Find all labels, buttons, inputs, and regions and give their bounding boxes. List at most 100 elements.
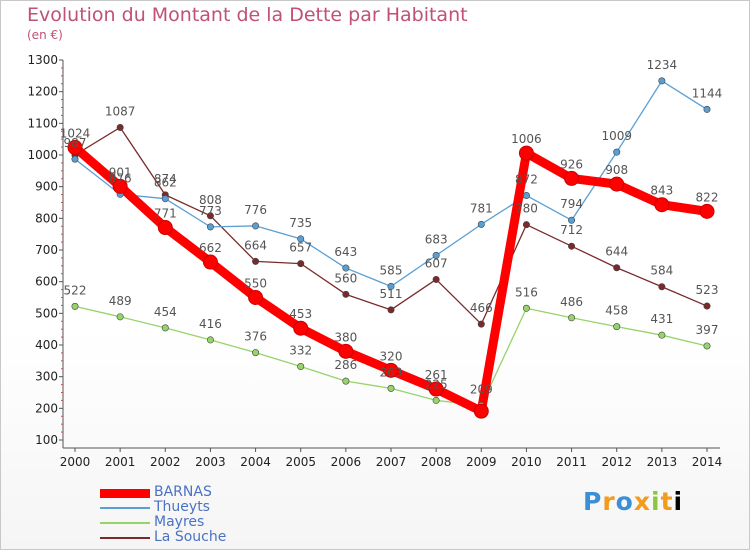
data-label-la-souche: 780 — [515, 202, 538, 216]
data-label-barnas: 1006 — [511, 132, 542, 146]
x-tick-label: 2002 — [150, 455, 181, 469]
data-label-la-souche: 466 — [470, 301, 493, 315]
data-label-thueyts: 987 — [64, 136, 87, 150]
point-thueyts — [342, 264, 350, 272]
data-label-thueyts: 776 — [244, 203, 267, 217]
y-tick-label: 1200 — [27, 85, 58, 99]
data-label-mayres: 522 — [64, 283, 87, 297]
data-label-la-souche: 560 — [334, 271, 357, 285]
x-tick-label: 2007 — [376, 455, 407, 469]
point-thueyts — [477, 220, 485, 228]
x-tick-label: 2011 — [556, 455, 587, 469]
legend-swatch — [100, 522, 150, 524]
data-label-barnas: 261 — [425, 368, 448, 382]
point-mayres — [432, 396, 440, 404]
point-thueyts — [658, 77, 666, 85]
point-la-souche — [658, 283, 666, 291]
point-thueyts — [613, 148, 621, 156]
data-label-la-souche: 511 — [380, 287, 403, 301]
data-label-barnas: 320 — [380, 349, 403, 363]
legend-item-barnas: BARNAS — [100, 484, 300, 500]
series-data-labels: 1024 901 771 662 550 453 380 320 261 1006 926 908 84… — [60, 58, 723, 397]
y-tick-label: 1000 — [27, 148, 58, 162]
point-la-souche — [297, 260, 305, 268]
point-la-souche — [477, 320, 485, 328]
x-tick-label: 2000 — [60, 455, 91, 469]
data-label-thueyts: 872 — [515, 173, 538, 187]
data-label-barnas: 908 — [605, 163, 628, 177]
x-tick-label: 2013 — [647, 455, 678, 469]
point-barnas — [202, 254, 218, 270]
legend-item-thueyts: Thueyts — [100, 499, 300, 515]
data-label-barnas: 662 — [199, 241, 222, 255]
y-tick-label: 500 — [35, 306, 58, 320]
legend-swatch — [100, 507, 150, 509]
data-label-la-souche: 607 — [425, 256, 448, 270]
data-label-la-souche: 874 — [154, 172, 177, 186]
point-la-souche — [252, 257, 260, 265]
chart-axes: 1002003004005006007008009001000110012001… — [27, 53, 722, 469]
data-label-mayres: 454 — [154, 305, 177, 319]
x-tick-label: 2001 — [105, 455, 136, 469]
x-tick-label: 2003 — [195, 455, 226, 469]
point-la-souche — [387, 306, 395, 314]
point-thueyts — [432, 251, 440, 259]
point-thueyts — [387, 282, 395, 290]
data-label-barnas: 901 — [109, 165, 132, 179]
y-tick-label: 900 — [35, 180, 58, 194]
point-barnas — [338, 343, 354, 359]
data-label-barnas: 843 — [650, 184, 673, 198]
data-label-thueyts: 773 — [199, 204, 222, 218]
x-tick-label: 2006 — [331, 455, 362, 469]
point-barnas — [383, 362, 399, 378]
y-tick-label: 600 — [35, 275, 58, 289]
data-label-thueyts: 735 — [289, 216, 312, 230]
data-label-mayres: 486 — [560, 295, 583, 309]
point-barnas — [248, 290, 264, 305]
point-la-souche — [342, 290, 350, 298]
legend-swatch — [100, 537, 150, 539]
x-tick-label: 2008 — [421, 455, 452, 469]
point-barnas — [518, 145, 534, 161]
data-label-thueyts: 1234 — [647, 58, 678, 72]
data-label-la-souche: 584 — [650, 264, 673, 278]
y-tick-label: 300 — [35, 370, 58, 384]
data-label-la-souche: 712 — [560, 223, 583, 237]
data-label-mayres: 416 — [199, 317, 222, 331]
data-label-mayres: 332 — [289, 344, 312, 358]
point-mayres — [522, 304, 530, 312]
point-thueyts — [297, 235, 305, 243]
data-label-la-souche: 664 — [244, 238, 267, 252]
y-tick-label: 1300 — [27, 53, 58, 67]
legend-item-la-souche: La Souche — [100, 529, 300, 545]
point-thueyts — [161, 195, 169, 203]
point-mayres — [206, 336, 214, 344]
point-la-souche — [432, 275, 440, 283]
data-label-la-souche: 1087 — [105, 104, 136, 118]
point-barnas — [112, 178, 128, 194]
point-mayres — [703, 342, 711, 350]
y-tick-label: 200 — [35, 401, 58, 415]
data-label-barnas: 822 — [696, 190, 719, 204]
point-mayres — [297, 363, 305, 371]
data-label-barnas: 771 — [154, 207, 177, 221]
point-mayres — [658, 331, 666, 339]
data-label-mayres: 489 — [109, 294, 132, 308]
point-thueyts — [252, 222, 260, 230]
point-la-souche — [703, 302, 711, 310]
data-label-barnas: 1024 — [60, 126, 91, 140]
point-barnas — [157, 220, 173, 236]
data-label-la-souche: 644 — [605, 245, 628, 259]
chart-unit: (en €) — [27, 28, 63, 42]
series-points — [67, 77, 715, 419]
point-mayres — [613, 323, 621, 331]
legend-label: Thueyts — [154, 499, 210, 515]
y-tick-label: 800 — [35, 211, 58, 225]
y-tick-label: 400 — [35, 338, 58, 352]
point-barnas — [609, 176, 625, 192]
data-label-thueyts: 643 — [334, 245, 357, 259]
data-label-mayres: 286 — [334, 358, 357, 372]
point-thueyts — [568, 216, 576, 224]
point-mayres — [568, 314, 576, 322]
